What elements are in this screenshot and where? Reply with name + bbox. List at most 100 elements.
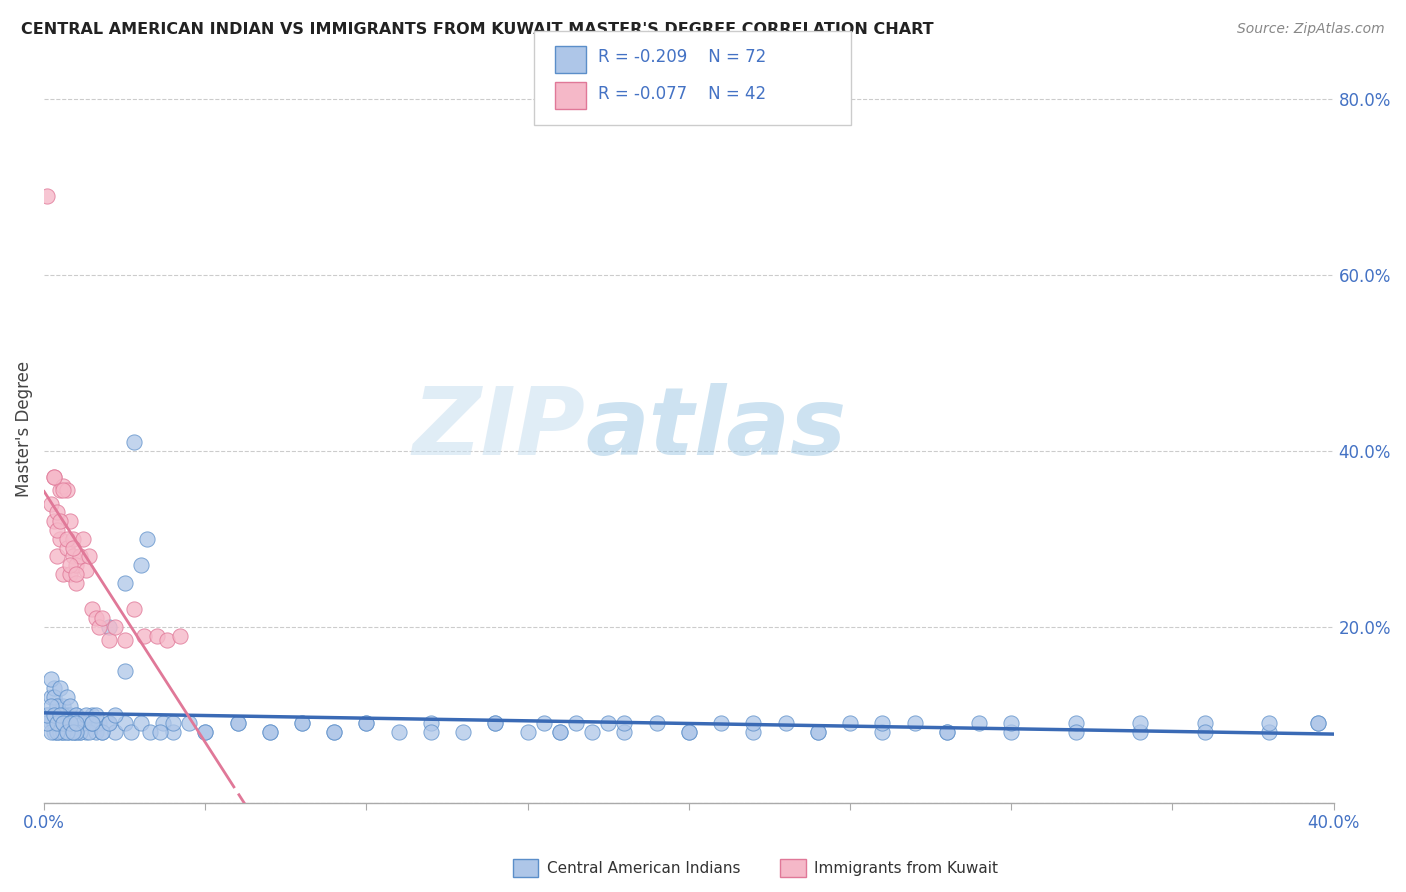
- Point: [42, 514, 65, 528]
- Point: [323, 725, 346, 739]
- Point: [39, 698, 62, 713]
- Point: [49, 716, 72, 731]
- Point: [1306, 716, 1329, 731]
- Point: [42, 690, 65, 704]
- Point: [65, 707, 87, 722]
- Point: [1258, 725, 1281, 739]
- Point: [1194, 716, 1216, 731]
- Point: [46, 698, 69, 713]
- Point: [65, 725, 87, 739]
- Point: [451, 725, 474, 739]
- Point: [52, 479, 75, 493]
- Point: [62, 716, 84, 731]
- Point: [52, 725, 75, 739]
- Point: [72, 532, 94, 546]
- Point: [75, 725, 97, 739]
- Point: [1064, 725, 1087, 739]
- Point: [84, 725, 107, 739]
- Point: [59, 707, 82, 722]
- Point: [516, 725, 538, 739]
- Point: [62, 549, 84, 564]
- Point: [65, 716, 87, 731]
- Point: [156, 632, 179, 647]
- Point: [162, 716, 184, 731]
- Point: [55, 725, 77, 739]
- Point: [65, 566, 87, 581]
- Point: [62, 532, 84, 546]
- Point: [46, 549, 69, 564]
- Point: [132, 628, 155, 642]
- Point: [129, 558, 152, 573]
- Point: [42, 470, 65, 484]
- Point: [581, 725, 603, 739]
- Point: [420, 716, 443, 731]
- Point: [179, 716, 201, 731]
- Point: [62, 725, 84, 739]
- Point: [226, 716, 249, 731]
- Point: [82, 716, 104, 731]
- Point: [598, 716, 620, 731]
- Point: [55, 716, 77, 731]
- Point: [935, 725, 957, 739]
- Point: [49, 707, 72, 722]
- Point: [39, 716, 62, 731]
- Point: [114, 575, 136, 590]
- Point: [55, 707, 77, 722]
- Point: [114, 632, 136, 647]
- Point: [55, 483, 77, 498]
- Point: [259, 725, 281, 739]
- Point: [565, 716, 588, 731]
- Point: [1129, 725, 1152, 739]
- Point: [69, 725, 91, 739]
- Point: [149, 725, 172, 739]
- Point: [39, 725, 62, 739]
- Point: [114, 664, 136, 678]
- Point: [75, 563, 97, 577]
- Point: [42, 716, 65, 731]
- Point: [37, 707, 59, 722]
- Point: [37, 716, 59, 731]
- Point: [839, 716, 862, 731]
- Point: [52, 725, 75, 739]
- Text: ZIP: ZIP: [413, 383, 586, 475]
- Point: [49, 532, 72, 546]
- Point: [162, 725, 184, 739]
- Point: [65, 575, 87, 590]
- Point: [75, 707, 97, 722]
- Point: [49, 514, 72, 528]
- Point: [49, 681, 72, 696]
- Point: [46, 725, 69, 739]
- Point: [42, 681, 65, 696]
- Point: [52, 566, 75, 581]
- Y-axis label: Master's Degree: Master's Degree: [15, 360, 32, 497]
- Point: [104, 707, 127, 722]
- Point: [124, 435, 146, 450]
- Point: [146, 628, 169, 642]
- Point: [678, 725, 700, 739]
- Point: [775, 716, 797, 731]
- Text: R = -0.077    N = 42: R = -0.077 N = 42: [598, 85, 766, 103]
- Point: [388, 725, 411, 739]
- Point: [65, 707, 87, 722]
- Point: [484, 716, 506, 731]
- Point: [1194, 725, 1216, 739]
- Point: [55, 541, 77, 555]
- Point: [291, 716, 314, 731]
- Point: [52, 698, 75, 713]
- Point: [62, 541, 84, 555]
- Point: [903, 716, 925, 731]
- Point: [77, 549, 100, 564]
- Point: [194, 725, 217, 739]
- Point: [129, 716, 152, 731]
- Point: [82, 602, 104, 616]
- Point: [52, 483, 75, 498]
- Point: [356, 716, 378, 731]
- Point: [87, 620, 110, 634]
- Point: [1306, 716, 1329, 731]
- Point: [69, 725, 91, 739]
- Point: [55, 532, 77, 546]
- Point: [710, 716, 733, 731]
- Point: [72, 716, 94, 731]
- Point: [1064, 716, 1087, 731]
- Point: [97, 716, 120, 731]
